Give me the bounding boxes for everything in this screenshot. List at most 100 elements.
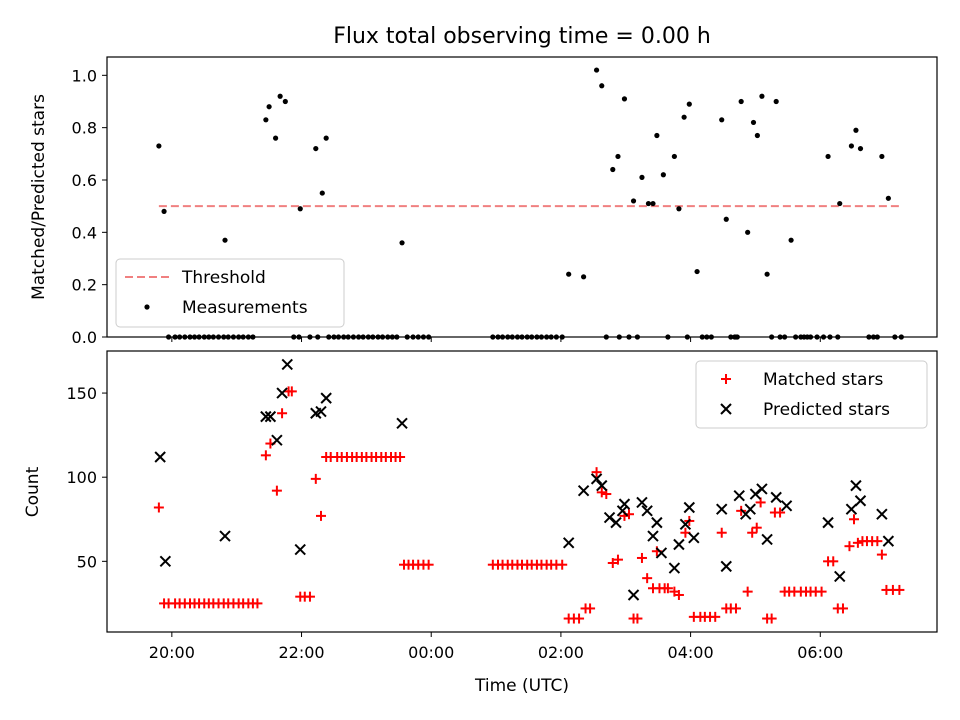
bottom-x-tick-label: 20:00 bbox=[149, 643, 195, 662]
measurement-point bbox=[610, 166, 616, 173]
predicted-star-stroke bbox=[744, 503, 756, 515]
predicted-star-point bbox=[720, 560, 732, 573]
measurement-point bbox=[650, 200, 656, 207]
predicted-star-point bbox=[822, 516, 834, 529]
predicted-star-stroke bbox=[756, 483, 768, 495]
predicted-star-stroke bbox=[668, 562, 681, 574]
chart-title: Flux total observing time = 0.00 h bbox=[333, 24, 711, 49]
predicted-star-point bbox=[562, 537, 575, 549]
measurement-point bbox=[272, 135, 279, 141]
predicted-star-stroke bbox=[822, 516, 834, 529]
top-y-tick-label: 0.6 bbox=[72, 171, 97, 190]
matched-star-point bbox=[742, 586, 753, 597]
matched-star-point bbox=[607, 558, 618, 569]
matched-star-point bbox=[730, 603, 741, 614]
bottom-plot-data bbox=[153, 358, 905, 624]
measurement-point bbox=[399, 240, 405, 246]
matched-star-point bbox=[872, 536, 883, 547]
predicted-legend-marker bbox=[720, 403, 732, 415]
predicted-star-stroke bbox=[655, 547, 668, 559]
predicted-star-point bbox=[281, 358, 293, 371]
matched-star-point bbox=[271, 485, 282, 496]
matched-star-point bbox=[574, 613, 585, 624]
predicted-star-stroke bbox=[780, 500, 793, 512]
predicted-star-stroke bbox=[616, 505, 629, 517]
measurement-point bbox=[645, 200, 652, 207]
measurement-point bbox=[630, 198, 637, 204]
measurement-point bbox=[681, 114, 687, 120]
predicted-star-point bbox=[744, 503, 756, 515]
top-x-ticks bbox=[171, 337, 821, 342]
measurement-point bbox=[593, 67, 600, 73]
predicted-star-point bbox=[834, 570, 846, 583]
top-plot-frame bbox=[106, 56, 938, 338]
predicted-star-point bbox=[320, 392, 332, 404]
predicted-star-stroke bbox=[610, 516, 622, 529]
matched-star-point bbox=[673, 589, 684, 600]
predicted-star-point bbox=[610, 516, 622, 529]
predicted-star-stroke bbox=[854, 495, 867, 507]
predicted-star-point bbox=[770, 491, 782, 504]
matched-star-point bbox=[277, 408, 288, 419]
predicted-star-point bbox=[264, 410, 277, 423]
predicted-star-stroke bbox=[761, 533, 773, 546]
predicted-star-point bbox=[655, 547, 668, 559]
measurements-legend-label: Measurements bbox=[182, 298, 308, 318]
measurement-point bbox=[277, 93, 283, 99]
matched-star-point bbox=[710, 611, 721, 622]
matched-star-point bbox=[766, 613, 777, 624]
matched-star-point bbox=[662, 583, 673, 594]
predicted-star-point bbox=[688, 532, 700, 544]
predicted-star-stroke bbox=[271, 434, 283, 446]
measurements-legend-marker bbox=[144, 304, 150, 310]
predicted-star-point bbox=[679, 518, 692, 531]
predicted-star-stroke bbox=[641, 505, 653, 517]
matched-star-point bbox=[751, 522, 762, 533]
top-y-tick-label: 0.2 bbox=[72, 276, 97, 295]
predicted-star-point bbox=[641, 505, 653, 517]
measurement-point bbox=[161, 208, 167, 214]
predicted-star-point bbox=[780, 500, 793, 512]
measurement-point bbox=[750, 119, 757, 126]
matched-star-point bbox=[747, 527, 758, 538]
predicted-star-stroke bbox=[720, 560, 732, 573]
predicted-star-stroke bbox=[596, 479, 608, 492]
predicted-star-point bbox=[845, 503, 858, 515]
predicted-star-stroke bbox=[647, 530, 659, 542]
predicted-star-stroke bbox=[264, 410, 277, 423]
matched-star-point bbox=[837, 603, 848, 614]
predicted-star-point bbox=[603, 511, 616, 524]
predicted-star-point bbox=[882, 535, 895, 547]
matched-star-point bbox=[286, 386, 297, 397]
matched-star-point bbox=[852, 537, 863, 548]
matched-star-point bbox=[315, 510, 326, 521]
measurement-point bbox=[671, 153, 677, 160]
matched-star-point bbox=[755, 497, 766, 508]
predicted-star-stroke bbox=[590, 473, 603, 485]
matched-star-point bbox=[816, 586, 827, 597]
top-y-tick-label: 1.0 bbox=[72, 66, 97, 85]
top-y-tick-label: 0.4 bbox=[72, 223, 97, 242]
predicted-star-point bbox=[618, 498, 631, 510]
predicted-star-point bbox=[396, 417, 408, 430]
measurement-point bbox=[738, 98, 744, 105]
predicted-star-stroke bbox=[276, 387, 288, 399]
bottom-y-tick-label: 50 bbox=[77, 552, 97, 571]
predicted-star-stroke bbox=[688, 532, 700, 544]
predicted-star-point bbox=[260, 410, 272, 423]
measurement-point bbox=[676, 206, 682, 212]
predicted-star-point bbox=[219, 530, 231, 542]
matched-star-point bbox=[844, 541, 855, 552]
bottom-y-tick-label: 150 bbox=[66, 384, 97, 403]
predicted-star-stroke bbox=[882, 535, 895, 547]
measurement-point bbox=[566, 271, 572, 277]
measurement-point bbox=[621, 96, 628, 102]
matched-star-point bbox=[775, 507, 786, 518]
matched-star-point bbox=[612, 554, 623, 565]
predicted-star-point bbox=[749, 488, 762, 500]
measurement-point bbox=[222, 237, 228, 243]
predicted-star-stroke bbox=[850, 479, 862, 492]
measurement-point bbox=[266, 104, 272, 110]
predicted-star-point bbox=[154, 451, 166, 463]
